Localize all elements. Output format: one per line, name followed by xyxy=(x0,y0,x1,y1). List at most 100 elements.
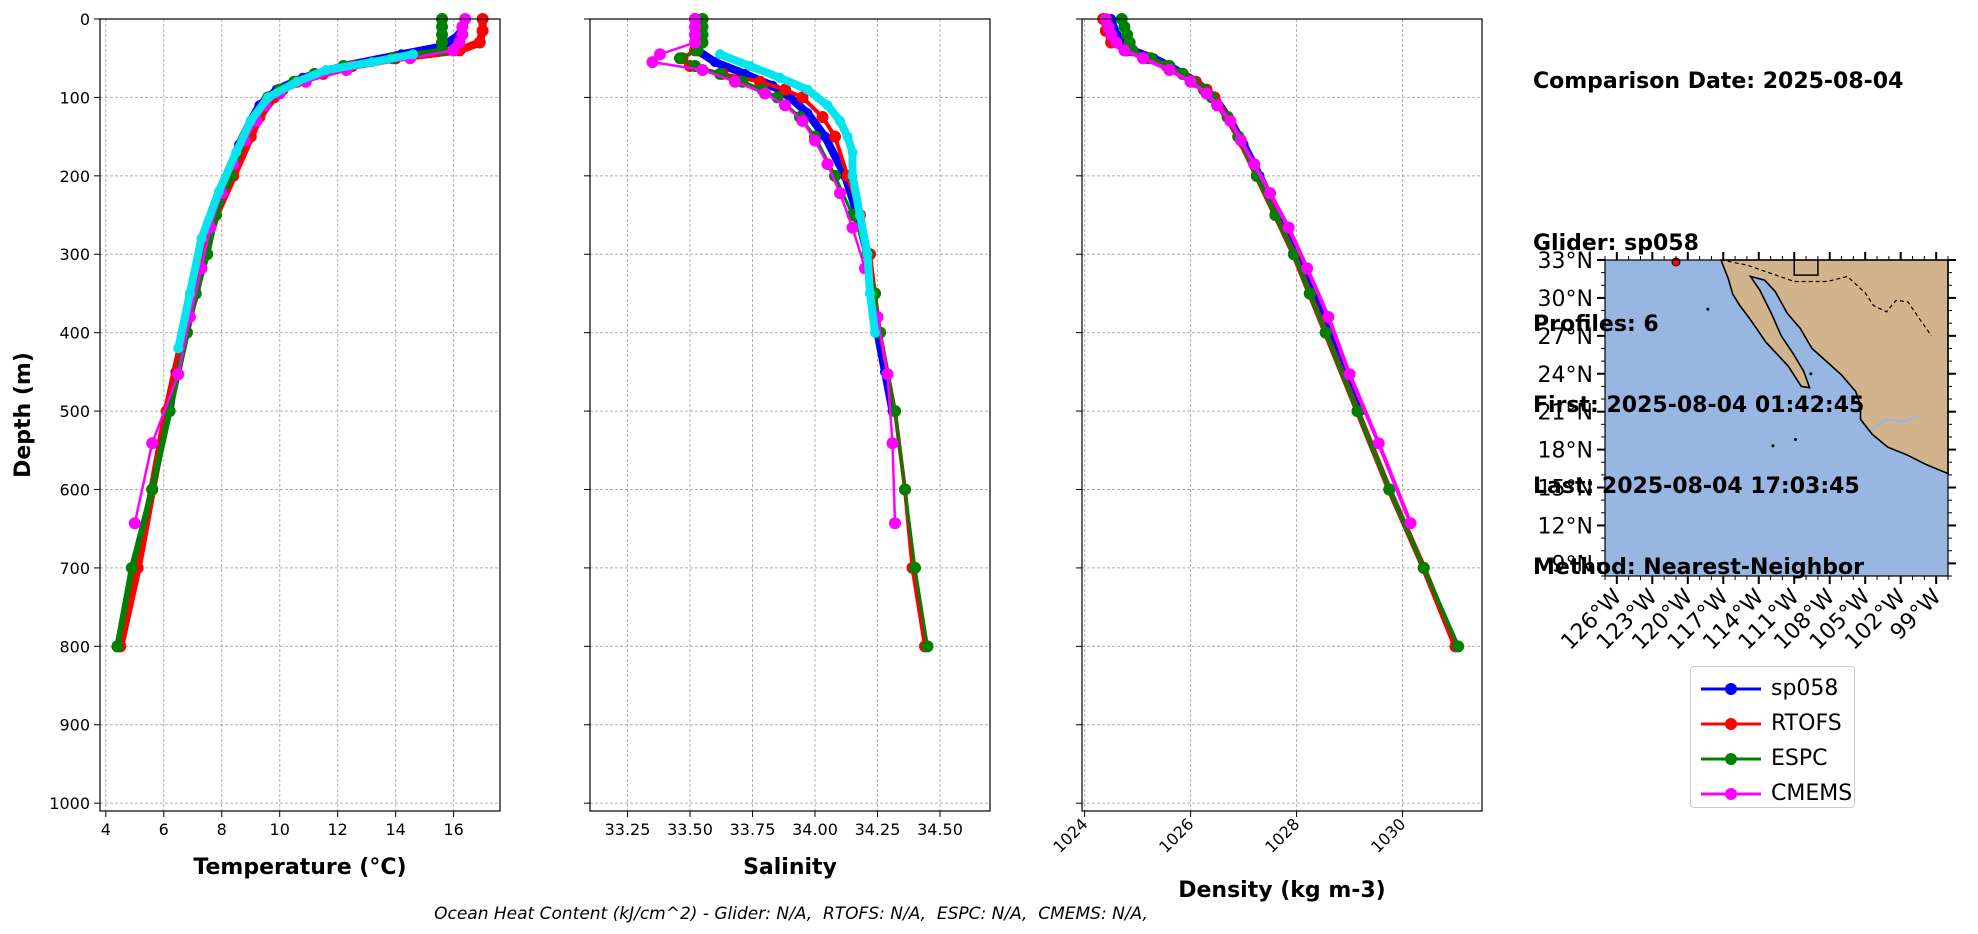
lat-tick-label: 9°N xyxy=(1552,552,1593,577)
y-tick-label: 700 xyxy=(59,559,90,578)
glider-name: Glider: sp058 xyxy=(1533,231,1699,256)
x-tick-label: 1026 xyxy=(1155,814,1197,856)
x-tick-label: 34.25 xyxy=(855,820,901,839)
data-point xyxy=(870,327,880,338)
data-point xyxy=(674,52,686,65)
data-point xyxy=(816,111,829,124)
data-point xyxy=(1452,640,1465,653)
data-point xyxy=(408,49,419,60)
salinity-panel: 33.25 33.50 33.75 34.00 34.25 34.50 Salinity xyxy=(584,13,991,880)
ocean-heat-content-note: Ocean Heat Content (kJ/cm^2) - Glider: N… xyxy=(434,904,1148,924)
comparison-date: Comparison Date: 2025-08-04 xyxy=(1533,69,1904,94)
data-point xyxy=(1163,63,1176,76)
state-border xyxy=(1793,260,1819,276)
data-point xyxy=(829,130,841,143)
data-point xyxy=(111,640,124,653)
data-point xyxy=(184,288,195,299)
island xyxy=(1809,372,1813,376)
data-point xyxy=(125,561,138,574)
river xyxy=(1870,415,1919,432)
data-point xyxy=(473,36,486,49)
lat-tick-label: 24°N xyxy=(1538,363,1593,388)
data-point xyxy=(646,56,659,69)
axes-frame xyxy=(589,18,991,812)
y-tick-label: 1000 xyxy=(49,794,90,813)
x-tick-label: 34.00 xyxy=(792,820,838,839)
x-tick-label: 6 xyxy=(159,820,169,839)
y-tick-label: 500 xyxy=(59,402,90,421)
series-line-sp058 xyxy=(1107,15,1365,416)
x-axis-label: Density (kg m-3) xyxy=(1178,878,1386,903)
x-axis-label: Salinity xyxy=(743,855,837,880)
x-tick-label: 4 xyxy=(101,820,111,839)
series-line-cmems xyxy=(1103,17,1413,526)
data-point xyxy=(886,437,899,450)
data-point xyxy=(1343,368,1356,381)
data-point xyxy=(779,99,791,112)
x-tick-label: 16 xyxy=(443,820,463,839)
legend-label: RTOFS xyxy=(1771,711,1842,736)
series-line xyxy=(174,50,417,353)
data-point xyxy=(1118,44,1131,57)
lat-tick-label: 12°N xyxy=(1538,514,1593,539)
x-tick-label: 1028 xyxy=(1261,814,1303,856)
y-tick-label: 900 xyxy=(59,716,90,735)
data-point xyxy=(196,233,207,244)
temperature-panel: 4 6 8 10 12 14 16 0 100 200 300 400 500 600 700 800 900 1… xyxy=(11,10,501,880)
data-point xyxy=(436,44,449,57)
data-point xyxy=(245,115,256,126)
data-point xyxy=(715,49,725,60)
data-point xyxy=(1282,221,1295,234)
data-point xyxy=(689,36,701,49)
data-point xyxy=(1248,158,1261,171)
data-point xyxy=(802,84,813,95)
data-point xyxy=(889,405,901,418)
data-point xyxy=(128,517,141,530)
first-time: First: 2025-08-04 01:42:45 xyxy=(1533,393,1865,418)
data-point xyxy=(865,288,875,299)
data-point xyxy=(1234,134,1247,147)
data-point xyxy=(899,483,911,496)
lat-tick-label: 15°N xyxy=(1538,477,1593,502)
data-point xyxy=(847,147,858,158)
x-tick-label: 10 xyxy=(270,820,290,839)
legend-entry: ESPC xyxy=(1701,743,1851,777)
data-point xyxy=(710,57,720,68)
data-point xyxy=(842,131,853,142)
lat-tick-label: 18°N xyxy=(1538,439,1593,464)
country-border xyxy=(1720,259,1932,337)
data-point xyxy=(834,187,846,200)
data-point xyxy=(1224,114,1237,127)
profile-count: Profiles: 6 xyxy=(1533,312,1659,337)
data-point xyxy=(745,61,755,72)
data-point xyxy=(1319,326,1332,339)
data-point xyxy=(835,115,845,126)
x-tick-label: 33.50 xyxy=(667,820,713,839)
x-tick-label: 12 xyxy=(328,820,348,839)
data-point xyxy=(775,72,785,83)
data-point xyxy=(172,368,185,381)
x-tick-label: 33.75 xyxy=(730,820,776,839)
lat-tick-label: 30°N xyxy=(1538,287,1593,312)
y-tick-label: 800 xyxy=(59,637,90,656)
data-point xyxy=(292,76,303,87)
y-tick-label: 0 xyxy=(80,10,90,29)
data-point xyxy=(820,131,830,142)
x-tick-label: 34.50 xyxy=(917,820,963,839)
data-point xyxy=(796,114,809,127)
legend-label: CMEMS xyxy=(1771,781,1853,806)
legend-entry: CMEMS xyxy=(1701,778,1853,812)
island xyxy=(1706,307,1710,311)
data-point xyxy=(146,483,159,496)
x-tick-label: 14 xyxy=(385,820,405,839)
data-point xyxy=(696,63,709,76)
data-point xyxy=(1372,437,1385,450)
y-tick-label: 200 xyxy=(59,167,90,186)
x-tick-label: 1024 xyxy=(1049,814,1091,856)
data-point xyxy=(447,44,460,57)
legend-label: ESPC xyxy=(1771,746,1828,771)
island xyxy=(1793,437,1797,441)
axes-frame xyxy=(1081,18,1483,812)
island xyxy=(1771,444,1775,448)
